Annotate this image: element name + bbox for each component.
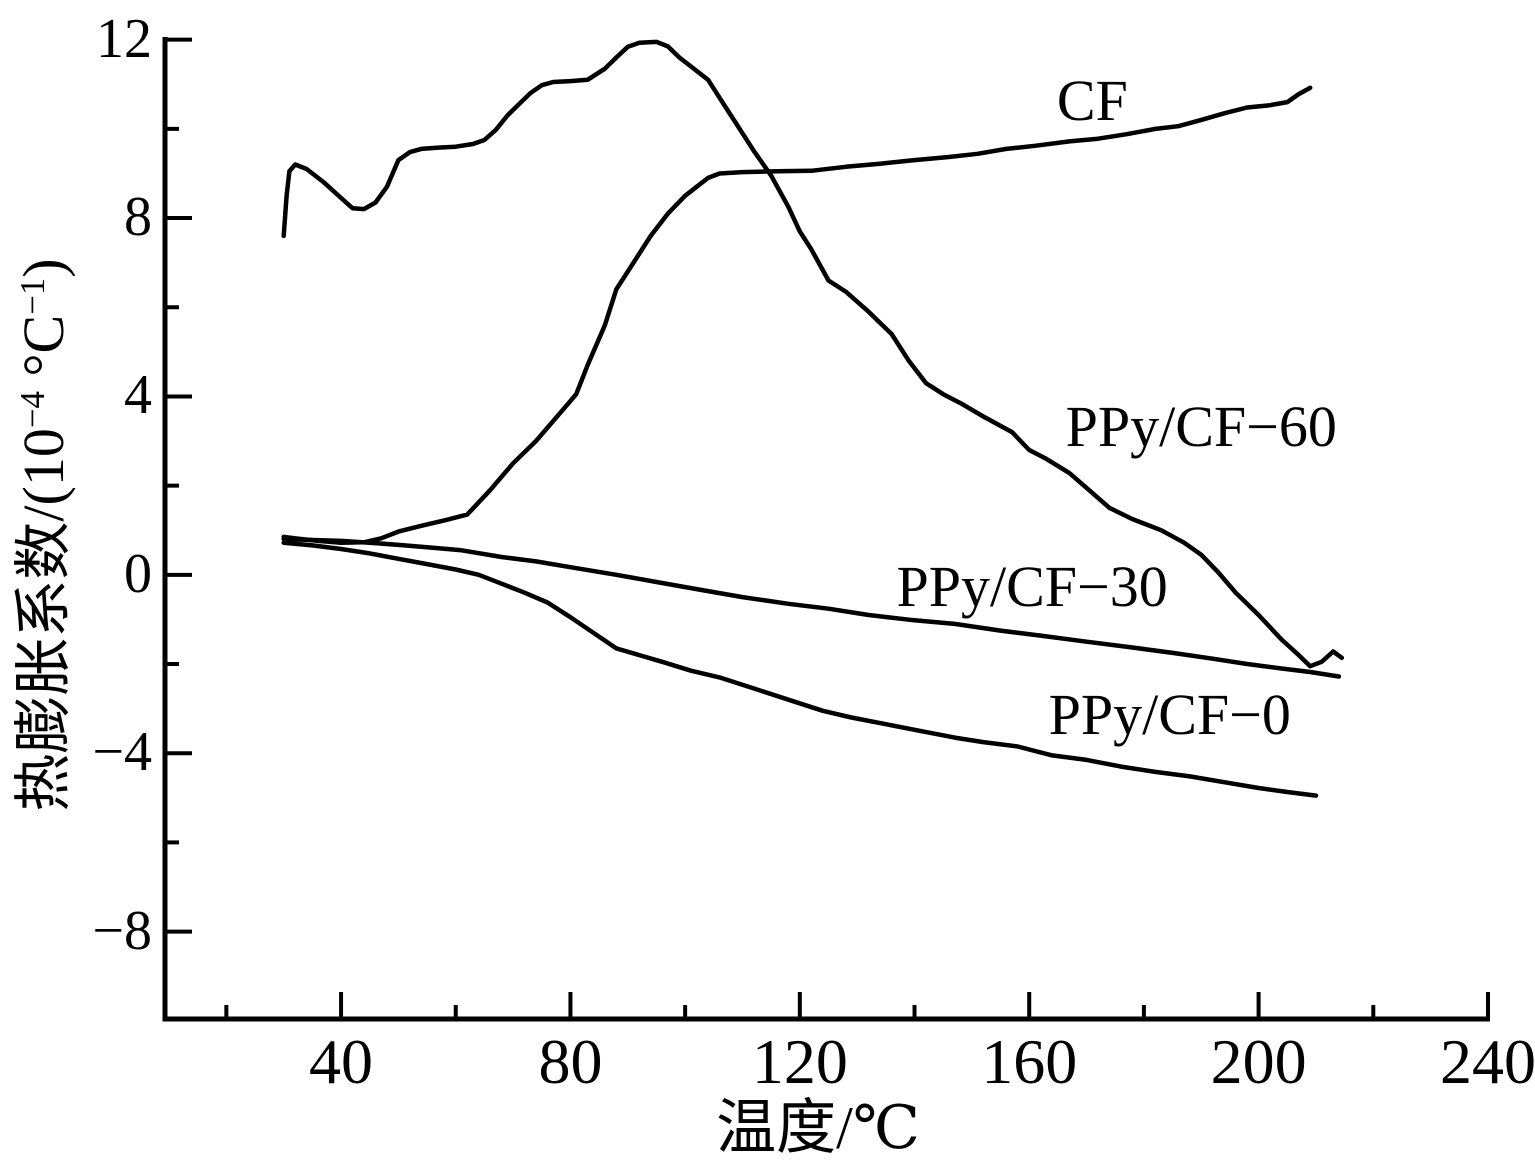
y-title-suffix: ) xyxy=(11,258,76,278)
x-tick-label-200: 200 xyxy=(1210,1026,1307,1097)
curve-label-ppy-cf-30: PPy/CF−30 xyxy=(896,554,1168,620)
curve-ppy-cf-0 xyxy=(281,540,1319,798)
x-tick-label-80: 80 xyxy=(538,1026,603,1097)
curve-ppy-cf-60 xyxy=(281,39,1345,669)
y-tick-label-4: −4 xyxy=(92,721,152,784)
curve-label-ppy-cf-0: PPy/CF−0 xyxy=(1048,681,1291,747)
curve-ppy-cf-30 xyxy=(281,536,1342,679)
x-tick-label-240: 240 xyxy=(1439,1026,1535,1097)
x-tick-label-120: 120 xyxy=(751,1026,848,1097)
curve-label-ppy-cf-60: PPy/CF−60 xyxy=(1065,393,1337,459)
x-axis-title-text: 温度/℃ xyxy=(716,1095,920,1161)
axes-frame xyxy=(162,37,1490,1022)
y-title-prefix: 热膨胀系数/(10 xyxy=(11,428,76,812)
y-title-mid: °C xyxy=(11,314,76,392)
y-tick-label-8: −8 xyxy=(92,899,152,962)
curve-label-cf: CF xyxy=(1056,68,1128,134)
y-tick-label-8: 8 xyxy=(124,185,152,248)
y-axis-title: 热膨胀系数/(10−4 °C−1) xyxy=(11,258,76,811)
curve-cf xyxy=(281,85,1313,545)
y-tick-label-12: 12 xyxy=(96,7,152,70)
x-tick-label-160: 160 xyxy=(981,1026,1078,1097)
y-title-exponent-1: −4 xyxy=(12,391,52,429)
y-tick-label-0: 0 xyxy=(124,542,152,605)
x-tick-label-40: 40 xyxy=(309,1026,374,1097)
y-tick-label-4: 4 xyxy=(124,364,152,427)
y-title-exponent-2: −1 xyxy=(12,277,52,315)
x-axis-title: 温度/℃ xyxy=(716,1098,920,1158)
